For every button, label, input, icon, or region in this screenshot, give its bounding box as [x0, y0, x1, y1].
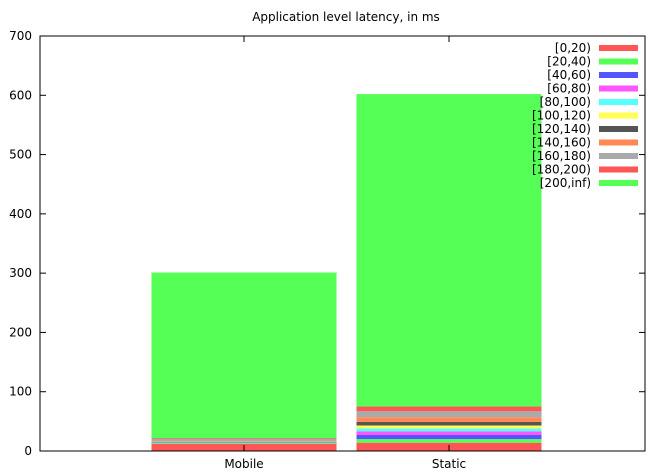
- bar-segment: [151, 438, 337, 441]
- y-tick-label: 200: [9, 325, 32, 339]
- legend-swatch: [599, 58, 638, 65]
- legend-label: [200,inf): [540, 176, 591, 190]
- bar-segment: [151, 441, 337, 442]
- legend-label: [180,200): [532, 163, 591, 177]
- bar-segment: [356, 417, 542, 422]
- bar-segment: [151, 442, 337, 443]
- bar-segment: [356, 431, 542, 435]
- legend: [0,20)[20,40)[40,60)[60,80)[80,100)[100,…: [532, 41, 638, 190]
- legend-label: [60,80): [547, 82, 591, 96]
- bars-layer: [151, 94, 542, 451]
- legend-swatch: [599, 180, 638, 186]
- bar-segment: [151, 440, 337, 441]
- legend-swatch: [599, 72, 638, 78]
- legend-label: [80,100): [540, 95, 591, 109]
- y-tick-label: 600: [9, 88, 32, 102]
- legend-label: [140,160): [532, 136, 591, 150]
- legend-swatch: [599, 153, 638, 159]
- bar-segment: [151, 437, 337, 439]
- legend-swatch: [599, 166, 638, 173]
- legend-swatch: [599, 45, 638, 51]
- bar-segment: [151, 272, 337, 438]
- legend-label: [120,140): [532, 122, 591, 136]
- y-tick-label: 300: [9, 266, 32, 280]
- legend-label: [40,60): [547, 68, 591, 82]
- bar-segment: [151, 442, 337, 444]
- y-tick-label: 500: [9, 148, 32, 162]
- bar-segment: [356, 406, 542, 412]
- legend-swatch: [599, 99, 638, 105]
- legend-label: [20,40): [547, 55, 591, 69]
- bar-segment: [356, 425, 542, 429]
- y-tick-label: 0: [24, 444, 32, 458]
- bar-segment: [151, 440, 337, 442]
- legend-label: [160,180): [532, 149, 591, 163]
- bar-segment: [151, 441, 337, 443]
- bar-segment: [356, 94, 542, 407]
- axis-layer: 0 100 200 300 400 500 600 700 Mobile Static: [9, 29, 645, 471]
- legend-label: [0,20): [555, 41, 591, 55]
- chart-title: Application level latency, in ms: [252, 10, 440, 24]
- y-tick-label: 400: [9, 207, 32, 221]
- legend-swatch: [599, 126, 638, 132]
- bar-segment: [356, 421, 542, 426]
- bar-segment: [356, 411, 542, 418]
- plot-frame: [39, 35, 646, 452]
- bar-segment: [356, 434, 542, 440]
- y-tick-label: 700: [9, 29, 32, 43]
- x-tick-label: Static: [432, 457, 466, 471]
- bar-segment: [356, 439, 542, 443]
- legend-swatch: [599, 85, 638, 92]
- x-tick-label: Mobile: [224, 457, 263, 471]
- legend-label: [100,120): [532, 109, 591, 123]
- bar-segment: [151, 440, 337, 442]
- bar-segment: [356, 428, 542, 432]
- legend-swatch: [599, 112, 638, 119]
- legend-swatch: [599, 139, 638, 146]
- y-tick-label: 100: [9, 385, 32, 399]
